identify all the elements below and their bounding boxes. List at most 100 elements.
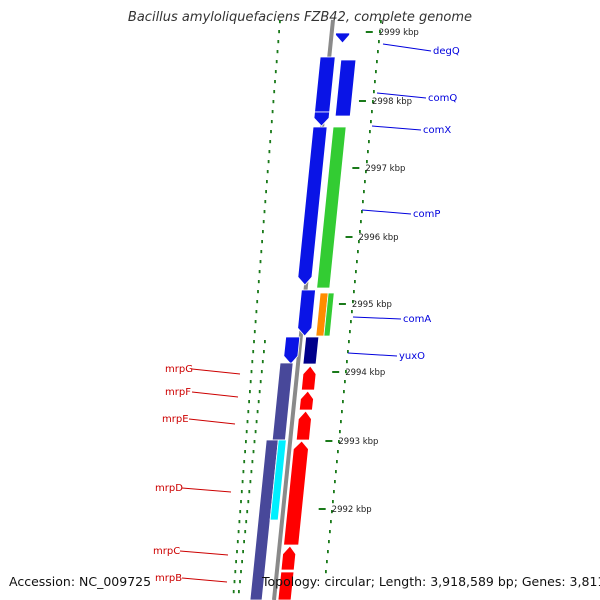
- ring-dot: [247, 500, 250, 504]
- gene-label-mrpD[interactable]: mrpD: [155, 483, 183, 494]
- gene-block[interactable]: [283, 440, 309, 546]
- gene-label-comX[interactable]: comX: [423, 125, 451, 136]
- ring-dot: [249, 480, 252, 484]
- tick-label: 2995 kbp: [352, 300, 392, 310]
- ring-dot: [342, 400, 344, 404]
- ring-dot: [239, 510, 242, 514]
- map-title: Bacillus amyloliquefaciens FZB42, comple…: [127, 10, 473, 25]
- gene-label-mrpF[interactable]: mrpF: [165, 387, 191, 398]
- ring-dot: [325, 570, 327, 574]
- ring-dot: [240, 570, 242, 574]
- label-leader-line: [376, 92, 427, 99]
- ring-dot: [379, 30, 381, 34]
- gene-block[interactable]: [269, 439, 287, 521]
- gene-block[interactable]: [295, 410, 312, 441]
- gene-labels[interactable]: degQ comQ comX comP comA yuxO mrpG mrpF mrpE mrpD…: [153, 43, 460, 584]
- ring-dot: [262, 220, 265, 224]
- ring-dot: [367, 150, 369, 154]
- ring-dot: [275, 60, 278, 64]
- ring-dot: [372, 100, 374, 104]
- gene-block[interactable]: [249, 439, 279, 600]
- ring-dot: [254, 430, 257, 434]
- ring-dot: [243, 460, 246, 464]
- gene-block[interactable]: [280, 545, 297, 571]
- ring-dot: [369, 130, 371, 134]
- ring-dot: [344, 380, 346, 384]
- ring-dot: [232, 590, 235, 594]
- ring-dot: [269, 140, 272, 144]
- gene-block[interactable]: [300, 365, 317, 391]
- label-leader-line: [371, 125, 422, 131]
- ring-dot: [348, 340, 350, 344]
- ring-dot: [257, 280, 260, 284]
- tick-label: 2997 kbp: [365, 164, 405, 174]
- label-leader-line: [347, 352, 398, 357]
- gene-block[interactable]: [298, 390, 314, 411]
- gene-label-degQ[interactable]: degQ: [433, 46, 460, 57]
- ring-dot: [264, 340, 266, 344]
- ring-dot: [240, 490, 243, 494]
- gene-block[interactable]: [334, 59, 357, 117]
- gene-block[interactable]: [283, 336, 301, 365]
- topology-text: Topology: circular; Length: 3,918,589 bp…: [262, 574, 600, 589]
- ring-dot: [368, 140, 370, 144]
- gene-label-comQ[interactable]: comQ: [428, 93, 457, 104]
- ring-dot: [263, 210, 266, 214]
- ring-dot: [378, 40, 380, 44]
- accession-text: Accession: NC_009725: [9, 574, 152, 589]
- ring-dot: [278, 30, 280, 34]
- ring-dot: [338, 440, 340, 444]
- ring-dot: [235, 560, 237, 564]
- ring-dot: [252, 350, 255, 354]
- ring-dot: [272, 100, 275, 104]
- ring-dot: [371, 110, 373, 114]
- ring-dot: [250, 370, 253, 374]
- ring-dot: [239, 580, 241, 584]
- gene-block[interactable]: [316, 126, 347, 289]
- label-leader-line: [179, 550, 229, 556]
- gene-features[interactable]: [249, 32, 357, 600]
- ring-dot: [360, 220, 362, 224]
- ring-dot: [245, 430, 248, 434]
- ring-dot: [267, 160, 270, 164]
- ring-dot: [266, 170, 269, 174]
- ring-dot: [329, 530, 331, 534]
- gene-label-comA[interactable]: comA: [403, 314, 431, 325]
- ring-dot: [258, 390, 261, 394]
- gene-label-mrpE[interactable]: mrpE: [162, 414, 189, 425]
- ring-dot: [355, 270, 357, 274]
- label-leader-line: [191, 391, 239, 398]
- ring-dot: [346, 360, 348, 364]
- ring-dot: [249, 390, 251, 394]
- gene-label-yuxO[interactable]: yuxO: [399, 351, 425, 362]
- gene-block[interactable]: [297, 289, 316, 337]
- gene-block[interactable]: [335, 32, 351, 44]
- tick-label: 2998 kbp: [372, 97, 412, 107]
- gene-block[interactable]: [313, 111, 331, 127]
- gene-label-comP[interactable]: comP: [413, 209, 440, 220]
- ring-dot: [258, 270, 261, 274]
- gene-block[interactable]: [323, 292, 335, 337]
- gene-block[interactable]: [277, 571, 295, 600]
- ring-dot: [244, 530, 247, 534]
- ring-dot: [254, 320, 257, 324]
- gene-label-mrpG[interactable]: mrpG: [165, 364, 193, 375]
- tick-label: 2993 kbp: [338, 437, 378, 447]
- gene-label-mrpB[interactable]: mrpB: [155, 573, 182, 584]
- ring-dot: [263, 350, 265, 354]
- ring-dot: [358, 240, 360, 244]
- tick-label: 2999 kbp: [379, 28, 419, 38]
- gene-label-mrpC[interactable]: mrpC: [153, 546, 180, 557]
- ring-dot: [247, 410, 250, 414]
- ring-dot: [375, 70, 377, 74]
- tick-label: 2992 kbp: [332, 505, 372, 515]
- ring-dot: [351, 310, 353, 314]
- gene-block[interactable]: [297, 126, 328, 286]
- ring-dot: [365, 170, 367, 174]
- gene-block[interactable]: [314, 56, 336, 113]
- label-leader-line: [181, 577, 228, 583]
- ring-dot: [337, 450, 339, 454]
- kbp-ticks: 2999 kbp 2998 kbp 2997 kbp 2996 kbp 2995 kbp…: [318, 28, 419, 515]
- gene-block[interactable]: [302, 336, 320, 365]
